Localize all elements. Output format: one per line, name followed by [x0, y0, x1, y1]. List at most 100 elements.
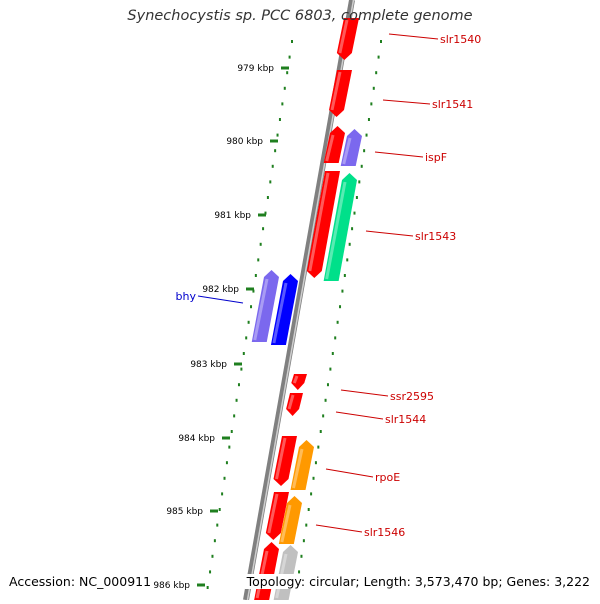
- scale-dot: [269, 180, 272, 184]
- scale-dot: [228, 445, 231, 449]
- scale-dot: [302, 539, 305, 543]
- scale-dot: [343, 274, 346, 277]
- kbp-tick: [210, 509, 218, 513]
- scale-dot: [276, 133, 279, 137]
- kbp-label: 981 kbp: [214, 211, 251, 221]
- left-scale-dots: [206, 40, 293, 589]
- scale-dot: [211, 554, 214, 558]
- scale-dot: [363, 149, 366, 153]
- scale-dot: [331, 352, 334, 355]
- kbp-tick: [246, 287, 254, 291]
- scale-dot: [367, 118, 370, 121]
- gene-label-line: [374, 151, 424, 158]
- scale-dot: [245, 336, 248, 340]
- gene-label-ssr2595: ssr2595: [390, 390, 434, 403]
- accession-text: Accession: NC_000911: [7, 574, 154, 589]
- scale-dot: [312, 476, 315, 480]
- kbp-tick: [281, 66, 289, 70]
- scale-dot: [307, 508, 310, 511]
- scale-dot: [206, 586, 209, 589]
- scale-dot: [310, 492, 313, 496]
- scale-dot: [225, 461, 228, 465]
- scale-dot: [380, 40, 382, 43]
- scale-dot: [286, 71, 289, 75]
- scale-dot: [375, 71, 378, 75]
- gene-feature: [291, 374, 307, 390]
- scale-dot: [305, 523, 308, 527]
- gene-feature: [286, 393, 303, 416]
- gene-feature: [273, 436, 297, 486]
- gene-shine: [325, 181, 347, 280]
- gene-label-line: [365, 230, 414, 237]
- gene-feature: [265, 492, 289, 540]
- gene-labels: slr1540 slr1541 ispF slr1543 bhy ssr2595 slr15…: [176, 33, 482, 539]
- scale-dot: [266, 196, 269, 199]
- scale-dot: [298, 570, 301, 574]
- scale-dot: [288, 55, 291, 59]
- scale-dot: [209, 570, 212, 574]
- gene-label-line: [340, 389, 389, 397]
- gene-feature: [290, 440, 314, 490]
- scale-dot: [262, 227, 265, 231]
- gene-feature: [323, 173, 357, 281]
- scale-dot: [264, 211, 267, 215]
- gene-label-slr1541: slr1541: [432, 98, 473, 111]
- kbp-label: 980 kbp: [226, 137, 263, 147]
- gene-label-line: [197, 295, 244, 304]
- scale-dot: [377, 55, 380, 59]
- scale-dot: [334, 336, 337, 340]
- gene-feature: [278, 496, 302, 544]
- scale-dot: [278, 118, 281, 121]
- map-title: Synechocystis sp. PCC 6803, complete gen…: [127, 8, 473, 24]
- scale-dot: [250, 305, 253, 309]
- gene-label-bhy: bhy: [176, 290, 197, 303]
- scale-dot: [358, 180, 361, 184]
- scale-dot: [216, 523, 219, 527]
- gene-shine: [342, 137, 352, 165]
- scale-dot: [235, 398, 238, 402]
- gene-label-line: [315, 524, 363, 533]
- scale-dot: [351, 227, 354, 231]
- kbp-label: 979 kbp: [237, 64, 274, 74]
- scale-dot: [348, 242, 351, 246]
- scale-dot: [341, 289, 344, 293]
- kbp-label: 986 kbp: [153, 581, 190, 591]
- gene-shine: [292, 448, 304, 489]
- gene-shine: [253, 278, 269, 341]
- scale-dot: [353, 211, 356, 215]
- gene-shine: [292, 375, 299, 384]
- scale-dot: [240, 367, 243, 371]
- gene-shine: [280, 504, 292, 543]
- gene-feature: [329, 70, 352, 117]
- right-scale-dots: [295, 40, 382, 589]
- scale-dot: [259, 242, 262, 246]
- gene-label-slr1546: slr1546: [364, 526, 405, 539]
- scale-dot: [329, 367, 332, 371]
- gene-shine: [330, 71, 342, 111]
- scale-dot: [322, 414, 325, 418]
- scale-dot: [317, 445, 320, 449]
- scale-dot: [291, 40, 293, 43]
- gene-feature: [323, 126, 345, 163]
- kbp-label: 982 kbp: [202, 285, 239, 295]
- gene-feature: [270, 274, 298, 345]
- scale-dot: [281, 102, 284, 106]
- scale-dot: [300, 554, 303, 558]
- gene-label-line: [382, 99, 431, 105]
- gene-label-slr1540: slr1540: [440, 33, 481, 46]
- scale-dot: [274, 149, 277, 153]
- kbp-tick: [234, 362, 242, 366]
- gene-shine: [308, 172, 330, 272]
- scale-dot: [233, 414, 236, 418]
- gene-label-line: [335, 411, 384, 420]
- gene-shine: [338, 19, 349, 54]
- gene-label-line: [325, 468, 374, 478]
- gene-feature: [251, 270, 279, 342]
- kbp-tick: [222, 436, 230, 440]
- scale-dot: [336, 320, 339, 324]
- topology-text: Topology: circular; Length: 3,573,470 bp…: [244, 574, 592, 589]
- gene-label-ispF: ispF: [425, 151, 447, 164]
- scale-dot: [346, 258, 349, 262]
- kbp-tick: [258, 213, 266, 217]
